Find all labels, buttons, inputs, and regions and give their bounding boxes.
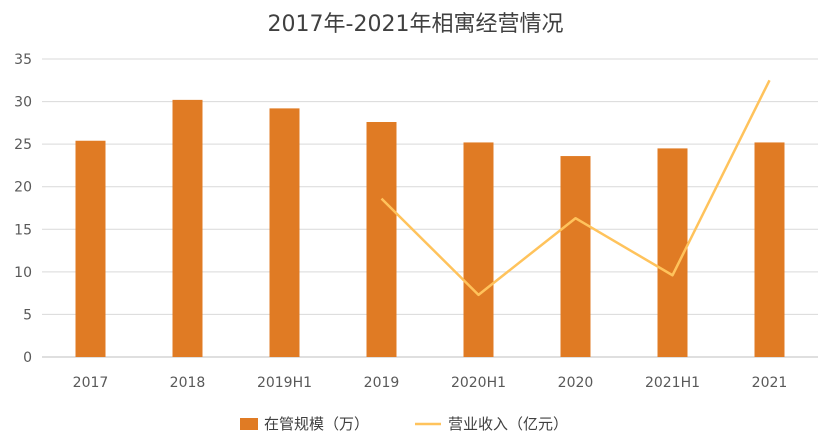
x-tick-label: 2021 — [752, 375, 788, 391]
chart-title: 2017年-2021年相寓经营情况 — [267, 12, 564, 37]
y-tick-label: 15 — [14, 222, 32, 238]
y-tick-label: 5 — [23, 307, 32, 323]
legend-swatch-bar — [240, 418, 258, 430]
bar — [172, 99, 203, 358]
bar — [269, 108, 300, 357]
bar — [366, 122, 397, 358]
x-tick-label: 2020H1 — [451, 375, 506, 391]
y-tick-label: 20 — [14, 180, 32, 196]
x-tick-label: 2021H1 — [645, 375, 700, 391]
y-tick-label: 35 — [14, 52, 32, 68]
x-tick-label: 2019H1 — [257, 375, 312, 391]
bar — [75, 140, 106, 357]
bar — [463, 142, 494, 357]
legend: 在管规模（万） 营业收入（亿元） — [240, 415, 568, 433]
x-tick-label: 2018 — [170, 375, 206, 391]
legend-label-bar: 在管规模（万） — [264, 415, 369, 433]
y-tick-label: 25 — [14, 137, 32, 153]
y-tick-label: 10 — [14, 265, 32, 281]
legend-label-line: 营业收入（亿元） — [448, 415, 568, 433]
x-tick-label: 2020 — [558, 375, 594, 391]
bar-series-layer — [75, 99, 785, 358]
line-series-layer — [380, 79, 771, 297]
x-tick-label: 2019 — [364, 375, 400, 391]
bar — [560, 156, 591, 357]
y-tick-label: 30 — [14, 95, 32, 111]
axis-layer: 0 5 10 15 20 25 30 35 2017 2018 2019H1 2019 2020H1 20… — [14, 52, 787, 391]
grid-layer — [42, 58, 818, 358]
y-tick-label: 0 — [23, 350, 32, 366]
x-tick-label: 2017 — [73, 375, 109, 391]
bar — [754, 142, 785, 357]
